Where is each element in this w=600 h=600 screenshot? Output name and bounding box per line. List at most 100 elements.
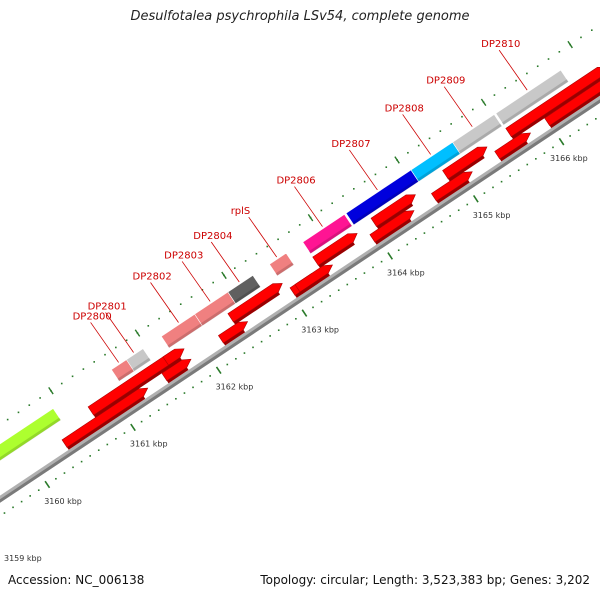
inner-tick-dot	[190, 296, 193, 298]
inner-major-tick	[567, 40, 573, 49]
cds-dp2809	[452, 114, 503, 155]
forward-gene-arrow	[227, 283, 283, 325]
inner-tick-dot	[385, 166, 388, 168]
inner-tick-dot	[536, 65, 539, 68]
cds-dp2803	[194, 291, 237, 327]
inner-tick-dot	[17, 411, 20, 414]
inner-tick-dot	[493, 94, 496, 96]
inner-tick-dot	[288, 231, 290, 233]
inner-tick-dot	[461, 115, 463, 118]
backbone-shadow	[0, 99, 600, 503]
inner-tick-dot	[298, 224, 301, 226]
accession-info: Accession: NC_006138	[8, 573, 144, 587]
major-tick	[215, 317, 297, 374]
cds-unnamed	[0, 408, 62, 462]
major-tick	[472, 146, 554, 203]
backbone-track	[0, 95, 600, 503]
tick-label: 3162 kbp	[216, 383, 254, 392]
forward-gene-arrow	[162, 348, 185, 368]
inner-tick-dot	[234, 267, 236, 269]
map-title: Desulfotalea psychrophila LSv54, complet…	[130, 9, 470, 24]
gene-label: DP2802	[133, 272, 172, 283]
inner-tick-dot	[125, 339, 128, 342]
tick-label: 3165 kbp	[473, 211, 511, 220]
inner-major-tick	[221, 271, 227, 280]
inner-tick-dot	[28, 404, 31, 406]
forward-gene-arrow	[544, 80, 600, 129]
inner-tick-dot	[244, 260, 247, 262]
inner-tick-dot	[417, 144, 420, 147]
inner-tick-dot	[104, 353, 106, 356]
forward-gene-arrow	[294, 264, 333, 295]
cds-dp2806	[302, 213, 353, 255]
inner-tick-dot	[93, 361, 95, 363]
gene-label: DP2807	[331, 139, 370, 150]
gene-label: DP2801	[88, 301, 127, 312]
forward-gene-arrow	[61, 387, 149, 450]
inner-tick-dot	[147, 325, 150, 327]
gene-label: DP2810	[481, 39, 520, 50]
inner-major-tick	[307, 213, 314, 222]
accession-value: NC_006138	[75, 573, 145, 587]
inner-tick-dot	[179, 303, 182, 306]
inner-tick-dot	[212, 281, 214, 284]
inner-tick-dot	[547, 58, 550, 60]
forward-strand-track	[61, 66, 600, 450]
tick-label: 3166 kbp	[550, 154, 588, 163]
inner-tick-dot	[439, 130, 442, 132]
tick-label: 3159 kbp	[4, 554, 42, 563]
inner-tick-dot	[158, 317, 160, 320]
label-leader	[443, 86, 473, 127]
inner-tick-dot	[374, 173, 377, 176]
inner-tick-dot	[353, 188, 355, 190]
tick-track: 3159 kbp 3160 kbp 3161 kbp 3162 kbp 3163 kbp…	[3, 29, 597, 563]
label-leader	[294, 186, 323, 227]
inner-tick-dot	[331, 202, 333, 205]
label-leader	[181, 261, 211, 302]
label-leader	[105, 312, 134, 353]
label-leader	[498, 49, 528, 91]
gene-label: DP2808	[385, 103, 424, 114]
gene-label: DP2806	[276, 176, 315, 187]
inner-major-tick	[480, 98, 487, 107]
tick-label: 3164 kbp	[387, 268, 425, 277]
forward-gene-arrow	[494, 132, 532, 162]
major-tick	[130, 375, 211, 432]
forward-gene-arrow	[370, 194, 416, 230]
genome-summary: Topology: circular; Length: 3,523,383 bp…	[260, 573, 590, 587]
inner-tick-dot	[407, 151, 409, 154]
length-label: Length:	[372, 573, 419, 587]
inner-tick-dot	[472, 108, 474, 111]
forward-gene-arrow	[442, 146, 488, 182]
inner-tick-dot	[580, 36, 582, 39]
cds-rpls	[269, 252, 295, 277]
inner-tick-dot	[526, 72, 528, 75]
genes-label: Genes:	[509, 573, 552, 587]
major-tick	[3, 489, 40, 514]
inner-tick-dot	[71, 375, 74, 378]
inner-tick-dot	[450, 123, 452, 125]
label-leader	[402, 114, 431, 155]
gene-label: DP2800	[73, 311, 112, 322]
inner-major-tick	[134, 329, 141, 337]
gene-label: DP2804	[193, 231, 232, 242]
genes-value: 3,202	[555, 573, 590, 587]
forward-gene-arrow	[505, 66, 600, 140]
cds-dp2810	[495, 69, 569, 126]
inner-major-tick	[394, 156, 400, 164]
inner-tick-dot	[342, 195, 344, 197]
inner-tick-dot	[504, 87, 507, 89]
major-tick	[44, 432, 126, 489]
length-value: 3,523,383 bp	[421, 573, 502, 587]
forward-gene-arrow	[312, 233, 358, 268]
major-tick	[387, 203, 469, 260]
label-leader	[90, 322, 119, 363]
accession-label: Accession:	[8, 573, 72, 587]
label-leader	[150, 282, 179, 323]
label-leader	[349, 149, 378, 191]
cds-dp2801	[125, 348, 152, 372]
inner-tick-dot	[558, 51, 561, 53]
inner-tick-dot	[428, 137, 431, 140]
